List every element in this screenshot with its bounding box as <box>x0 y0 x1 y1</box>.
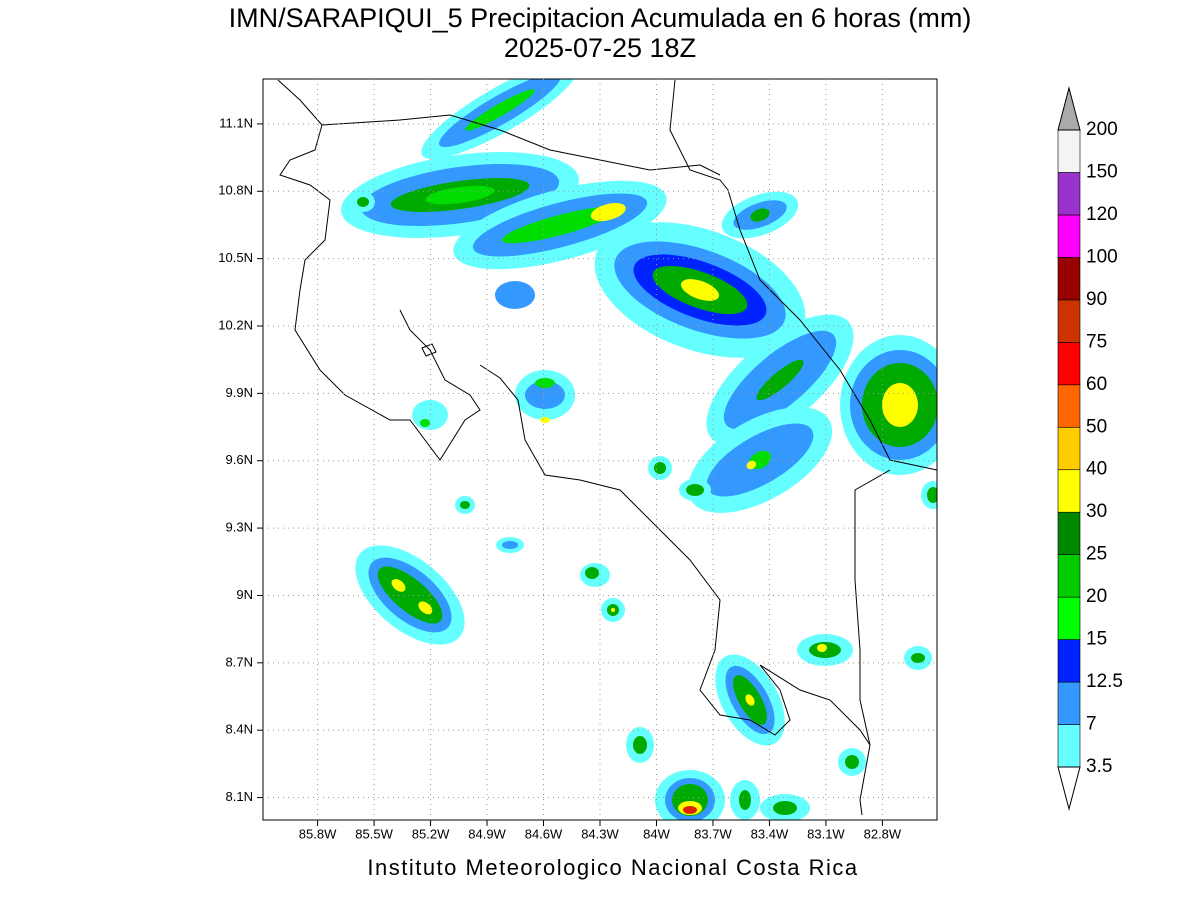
x-tick-label: 83.4W <box>751 826 789 841</box>
y-tick-label: 8.4N <box>226 722 253 737</box>
y-tick-label: 8.1N <box>226 789 253 804</box>
x-tick-label: 84.9W <box>468 826 506 841</box>
colorbar-swatch <box>1057 129 1081 173</box>
colorbar-under <box>1057 766 1081 811</box>
y-tick-label: 9.9N <box>226 385 253 400</box>
colorbar-over <box>1057 86 1081 131</box>
y-tick-label: 8.7N <box>226 654 253 669</box>
colorbar-label: 7 <box>1086 714 1097 735</box>
colorbar-swatch <box>1057 384 1081 428</box>
colorbar-swatch <box>1057 724 1081 768</box>
y-tick-label: 10.8N <box>218 183 253 198</box>
y-tick-label: 9.6N <box>226 452 253 467</box>
colorbar-swatch <box>1057 299 1081 343</box>
colorbar-label: 3.5 <box>1086 756 1112 777</box>
colorbar-label: 150 <box>1086 161 1118 182</box>
colorbar-label: 90 <box>1086 289 1107 310</box>
colorbar-swatch <box>1057 511 1081 555</box>
colorbar-swatch <box>1057 342 1081 386</box>
colorbar-label: 100 <box>1086 246 1118 267</box>
colorbar-label: 15 <box>1086 629 1107 650</box>
colorbar-swatch <box>1057 214 1081 258</box>
y-tick-label: 9N <box>236 587 253 602</box>
colorbar-label: 25 <box>1086 544 1107 565</box>
x-tick-label: 85.2W <box>412 826 450 841</box>
colorbar-label: 75 <box>1086 331 1107 352</box>
colorbar-swatch <box>1057 639 1081 683</box>
colorbar-label: 20 <box>1086 586 1107 607</box>
x-tick-label: 84.3W <box>581 826 619 841</box>
x-tick-label: 83.1W <box>807 826 845 841</box>
coastlines <box>277 79 937 816</box>
colorbar-label: 200 <box>1086 119 1118 140</box>
colorbar-label: 12.5 <box>1086 671 1123 692</box>
colorbar-label: 30 <box>1086 501 1107 522</box>
colorbar-swatch <box>1057 554 1081 598</box>
colorbar-swatch <box>1057 257 1081 301</box>
precip-field <box>341 79 937 820</box>
x-tick-label: 84W <box>643 826 670 841</box>
y-tick-label: 10.2N <box>218 317 253 332</box>
colorbar-swatch <box>1057 469 1081 513</box>
subtitle: 2025-07-25 18Z <box>504 33 696 63</box>
x-tick-label: 83.7W <box>694 826 732 841</box>
title: IMN/SARAPIQUI_5 Precipitacion Acumulada … <box>229 3 972 33</box>
footer: Instituto Meteorologico Nacional Costa R… <box>367 855 858 880</box>
colorbar-swatch <box>1057 596 1081 640</box>
colorbar-label: 60 <box>1086 374 1107 395</box>
colorbar-label: 50 <box>1086 416 1107 437</box>
y-tick-label: 11.1N <box>219 115 253 130</box>
colorbar-label: 120 <box>1086 204 1118 225</box>
y-tick-label: 9.3N <box>226 520 253 535</box>
colorbar-swatch <box>1057 681 1081 725</box>
x-tick-label: 85.8W <box>299 826 337 841</box>
y-tick-label: 10.5N <box>218 250 253 265</box>
colorbar-swatch <box>1057 426 1081 471</box>
colorbar-swatch <box>1057 172 1081 216</box>
x-tick-label: 82.8W <box>864 826 902 841</box>
colorbar-label: 40 <box>1086 459 1107 480</box>
x-tick-label: 84.6W <box>525 826 563 841</box>
x-tick-label: 85.5W <box>355 826 393 841</box>
